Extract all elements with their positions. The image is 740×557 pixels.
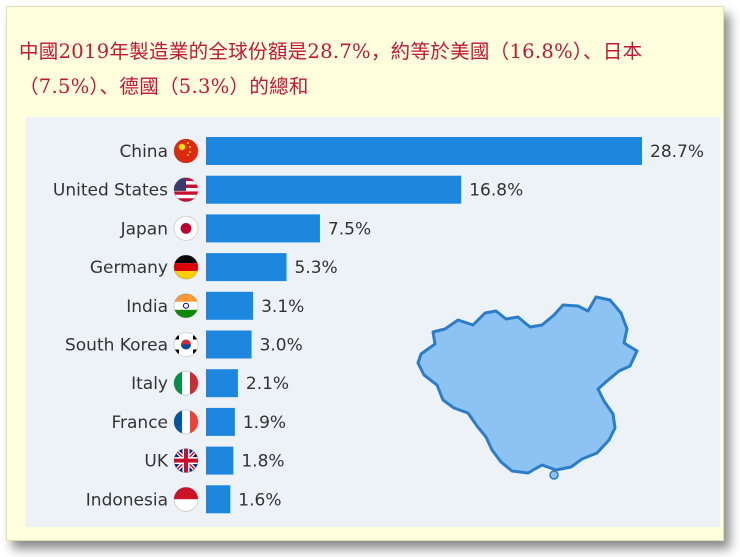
bar-row-china: China 28.7% [119,137,704,165]
china-flag-icon [173,138,199,164]
category-label: Indonesia [86,490,168,510]
bar [206,137,642,165]
bar-row-france: France 1.9% [111,407,286,436]
bar-row-japan: Japan 7.5% [120,214,371,243]
category-label: UK [144,452,168,472]
bar-row-uk: UK 1.8% [144,446,285,475]
bar [206,291,254,320]
japan-flag-icon [173,216,199,241]
bar [206,253,287,282]
value-label: 1.6% [238,490,281,510]
bar-row-indonesia: Indonesia 1.6% [86,485,282,514]
italy-flag-icon [173,370,199,396]
bar-row-germany: Germany 5.3% [90,253,338,282]
value-label: 2.1% [246,374,289,394]
china-map-icon [416,295,639,480]
france-flag-icon [173,409,199,435]
uk-flag-icon [173,448,199,474]
china-map-shape [416,295,639,475]
slide-frame: 中國2019年製造業的全球份額是28.7%，約等於美國（16.8%）、日本（7.… [6,6,724,541]
category-label: Germany [90,258,168,278]
category-label: South Korea [65,336,168,356]
bar [206,369,238,398]
value-label: 28.7% [650,142,704,162]
category-label: India [126,297,168,317]
bar-row-south-korea: South Korea 3.0% [65,330,303,359]
bar-row-india: India 3.1% [126,291,304,320]
indonesia-flag-icon [173,486,199,512]
bar [206,330,252,359]
bar-chart: China 28.7% United States 16.8% Japan 7.5% Ger… [53,137,704,514]
value-label: 3.1% [261,297,304,317]
category-label: Italy [131,374,168,394]
category-label: United States [53,181,168,201]
value-label: 16.8% [469,181,523,201]
category-label: France [111,413,168,433]
bar [206,214,320,243]
value-label: 5.3% [295,258,338,278]
bar [206,407,235,436]
category-label: Japan [120,219,168,239]
united-states-flag-icon [173,177,199,203]
bar-row-united-states: United States 16.8% [53,175,523,204]
china-map-island [549,470,559,480]
india-flag-icon [173,293,199,319]
bar [206,446,234,475]
bar [206,175,462,204]
category-label: China [119,142,168,162]
bar-row-italy: Italy 2.1% [131,369,289,398]
chart-panel: China 28.7% United States 16.8% Japan 7.5% Ger… [26,117,720,527]
value-label: 1.9% [243,413,286,433]
slide-headline: 中國2019年製造業的全球份額是28.7%，約等於美國（16.8%）、日本（7.… [19,40,643,98]
value-label: 3.0% [260,336,303,356]
bar [206,485,231,514]
south-korea-flag-icon [173,332,199,357]
value-label: 7.5% [328,219,371,239]
value-label: 1.8% [241,452,284,472]
germany-flag-icon [173,254,199,280]
